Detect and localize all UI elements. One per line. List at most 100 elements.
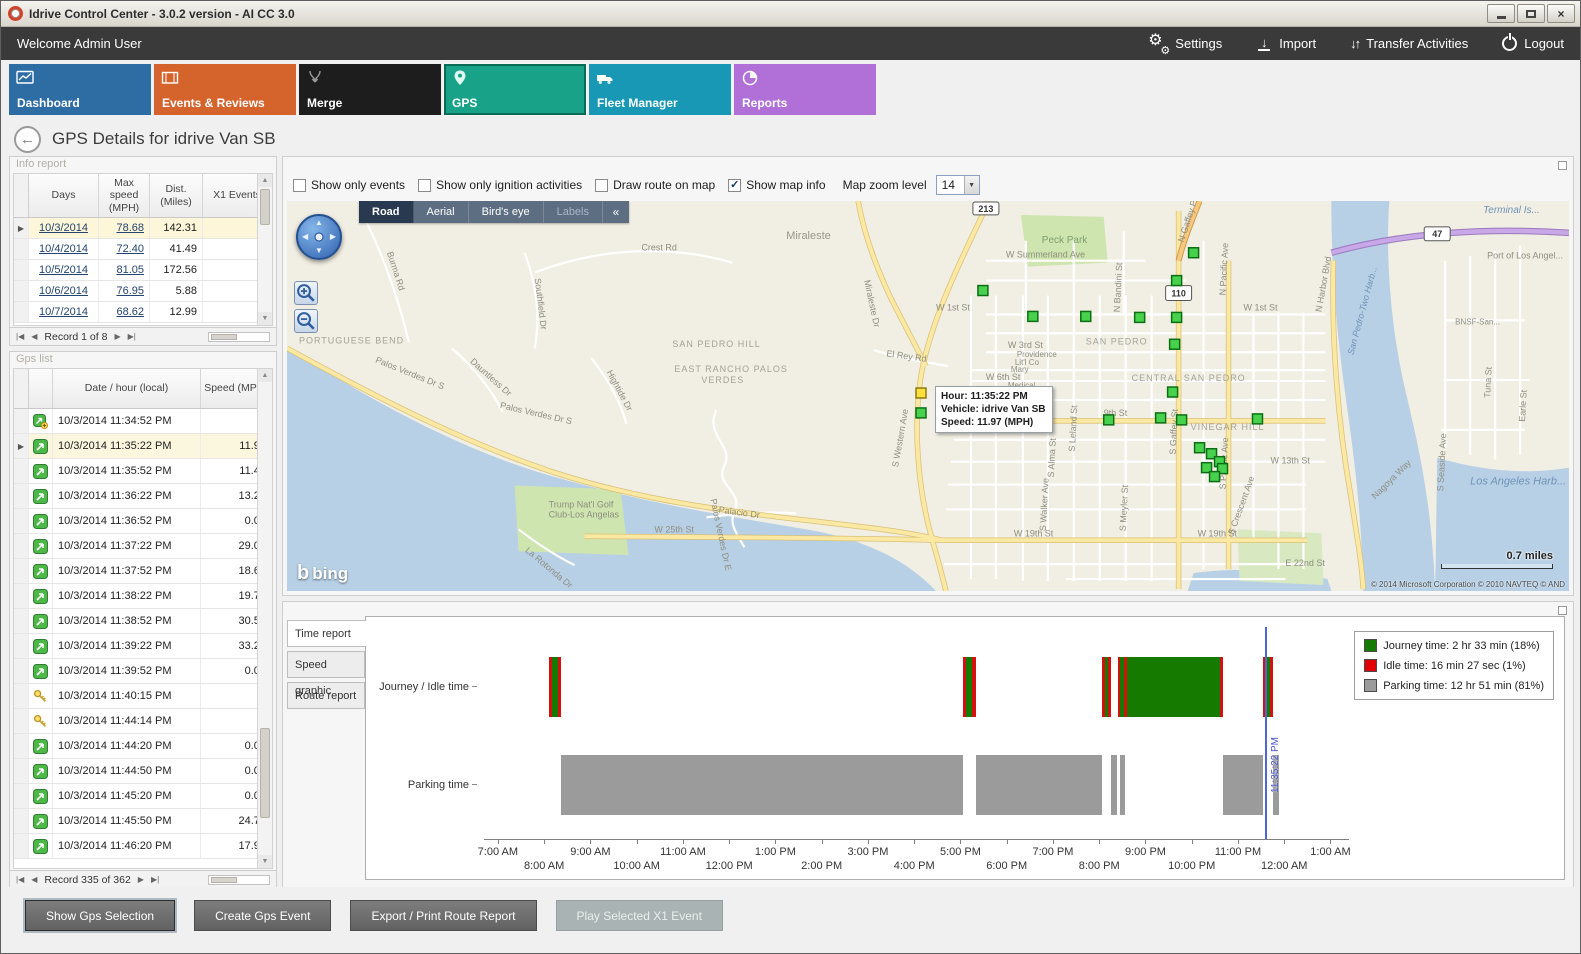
scroll-thumb[interactable]: [260, 189, 270, 225]
day-link[interactable]: 10/6/2014: [29, 281, 99, 301]
column-header[interactable]: Max speed (MPH): [99, 174, 150, 217]
gps-marker[interactable]: [1208, 470, 1221, 483]
map-canvas[interactable]: Miraleste Peck Park W Summerland Ave Crest …: [287, 201, 1569, 591]
prev-record-button[interactable]: ◀: [31, 875, 38, 884]
pan-center-icon[interactable]: [314, 232, 324, 242]
gps-marker[interactable]: [1154, 412, 1167, 424]
map-style-aerial[interactable]: Aerial: [414, 201, 469, 223]
list-item[interactable]: 10/3/2014 11:38:52 PM 30.55: [14, 609, 272, 634]
map-style-birds-eye[interactable]: Bird's eye: [469, 201, 544, 223]
maximize-panel-icon[interactable]: [1558, 606, 1567, 615]
list-item[interactable]: ▶ 10/3/2014 11:35:22 PM 11.97: [14, 434, 272, 459]
scroll-up-icon[interactable]: ▲: [258, 174, 272, 187]
table-row[interactable]: 10/4/2014 72.40 41.49: [14, 239, 272, 260]
back-button[interactable]: ←: [14, 125, 41, 153]
list-item[interactable]: 10/3/2014 11:40:15 PM: [14, 684, 272, 709]
list-item[interactable]: 10/3/2014 11:44:14 PM: [14, 709, 272, 734]
checkbox-icon[interactable]: [293, 178, 306, 192]
checkbox-icon[interactable]: [595, 178, 609, 192]
gps-marker[interactable]: [1205, 447, 1218, 460]
gps-marker[interactable]: [1102, 414, 1115, 426]
max-speed-link[interactable]: 81.05: [99, 260, 150, 280]
max-speed-link[interactable]: 68.62: [99, 302, 150, 322]
show-map-info-checkbox[interactable]: ✓ Show map info: [728, 178, 826, 192]
tab-time-report[interactable]: Time report: [287, 620, 367, 647]
last-record-button[interactable]: ▶|: [150, 875, 160, 884]
gps-marker[interactable]: [1251, 413, 1264, 425]
day-link[interactable]: 10/5/2014: [29, 260, 99, 280]
settings-button[interactable]: ⚙ ⚙ Settings: [1148, 32, 1222, 57]
column-header[interactable]: Dist. (Miles): [150, 174, 203, 217]
checkbox-icon[interactable]: [418, 178, 432, 192]
minimize-button[interactable]: [1487, 4, 1515, 23]
maximize-button[interactable]: [1517, 4, 1545, 23]
gps-marker[interactable]: [1193, 442, 1206, 454]
selected-gps-marker[interactable]: [915, 387, 927, 399]
map-zoom-select[interactable]: 14 ▼: [935, 175, 980, 195]
checkbox-icon[interactable]: ✓: [728, 178, 742, 192]
column-header[interactable]: Date / hour (local): [53, 369, 201, 408]
max-speed-link[interactable]: 72.40: [99, 239, 150, 259]
table-row[interactable]: ▶ 10/3/2014 78.68 142.31: [14, 218, 272, 239]
scroll-up-icon[interactable]: ▲: [258, 369, 272, 382]
draw-route-checkbox[interactable]: Draw route on map: [595, 178, 715, 192]
pan-left-icon[interactable]: ◀: [302, 232, 309, 241]
gps-marker[interactable]: [1133, 311, 1146, 324]
scroll-thumb[interactable]: [211, 333, 237, 340]
tab-fleet-manager[interactable]: Fleet Manager: [589, 64, 731, 115]
map-zoom-out-button[interactable]: [294, 309, 318, 333]
first-record-button[interactable]: |◀: [16, 875, 25, 884]
table-row[interactable]: 10/5/2014 81.05 172.56: [14, 260, 272, 281]
collapse-map-bar-button[interactable]: «: [612, 205, 620, 219]
gps-marker[interactable]: [1080, 310, 1092, 323]
pager-scrollbar[interactable]: [208, 331, 270, 342]
gps-marker[interactable]: [1216, 462, 1229, 475]
tab-gps[interactable]: GPS: [444, 64, 586, 115]
max-speed-link[interactable]: 78.68: [99, 218, 150, 238]
pan-up-icon[interactable]: ▲: [315, 218, 323, 227]
tab-merge[interactable]: Merge: [299, 64, 441, 115]
last-record-button[interactable]: ▶|: [127, 332, 136, 341]
list-item[interactable]: 10/3/2014 11:45:20 PM 0.00: [14, 784, 272, 809]
info-report-scrollbar[interactable]: ▲ ▼: [257, 174, 272, 325]
play-selected-x1-event-button[interactable]: Play Selected X1 Event: [555, 900, 723, 931]
list-item[interactable]: 10/3/2014 11:35:52 PM 11.47: [14, 459, 272, 484]
gps-marker[interactable]: [1175, 414, 1188, 426]
list-item[interactable]: 10/3/2014 11:45:50 PM 24.75: [14, 809, 272, 834]
transfer-activities-button[interactable]: ↓↑ Transfer Activities: [1350, 36, 1468, 51]
gps-marker[interactable]: [1170, 274, 1183, 287]
pager-scrollbar[interactable]: [208, 874, 270, 885]
day-link[interactable]: 10/4/2014: [29, 239, 99, 259]
list-item[interactable]: 10/3/2014 11:36:22 PM 13.28: [14, 484, 272, 509]
gps-marker[interactable]: [1170, 311, 1183, 324]
gps-marker[interactable]: [1168, 338, 1181, 350]
create-gps-event-button[interactable]: Create Gps Event: [194, 900, 332, 931]
gps-list-scrollbar[interactable]: ▲ ▼: [257, 369, 272, 868]
day-link[interactable]: 10/7/2014: [29, 302, 99, 322]
pan-right-icon[interactable]: ▶: [329, 232, 336, 241]
import-button[interactable]: ↓ Import: [1256, 36, 1316, 51]
export-print-route-report-button[interactable]: Export / Print Route Report: [350, 900, 537, 931]
scroll-thumb[interactable]: [260, 728, 270, 819]
tab-route-report[interactable]: Route report: [287, 682, 365, 709]
first-record-button[interactable]: |◀: [16, 332, 25, 341]
gps-marker[interactable]: [915, 407, 927, 419]
day-link[interactable]: 10/3/2014: [29, 218, 99, 238]
maximize-panel-icon[interactable]: [1558, 161, 1567, 170]
tab-reports[interactable]: Reports: [734, 64, 876, 115]
list-item[interactable]: 10/3/2014 11:39:22 PM 33.21: [14, 634, 272, 659]
list-item[interactable]: 10/3/2014 11:34:52 PM: [14, 409, 272, 434]
show-only-events-checkbox[interactable]: Show only events: [293, 178, 405, 192]
prev-record-button[interactable]: ◀: [31, 332, 38, 341]
close-button[interactable]: ×: [1547, 4, 1575, 23]
list-item[interactable]: 10/3/2014 11:44:20 PM 0.00: [14, 734, 272, 759]
map-style-road[interactable]: Road: [359, 201, 414, 223]
gps-marker[interactable]: [977, 284, 989, 297]
list-item[interactable]: 10/3/2014 11:37:52 PM 18.63: [14, 559, 272, 584]
map-zoom-in-button[interactable]: [294, 281, 318, 305]
list-item[interactable]: 10/3/2014 11:38:22 PM 19.70: [14, 584, 272, 609]
table-row[interactable]: 10/6/2014 76.95 5.88: [14, 281, 272, 302]
gps-marker[interactable]: [1187, 247, 1200, 259]
list-item[interactable]: 10/3/2014 11:44:50 PM 0.00: [14, 759, 272, 784]
tab-dashboard[interactable]: Dashboard: [9, 64, 151, 115]
